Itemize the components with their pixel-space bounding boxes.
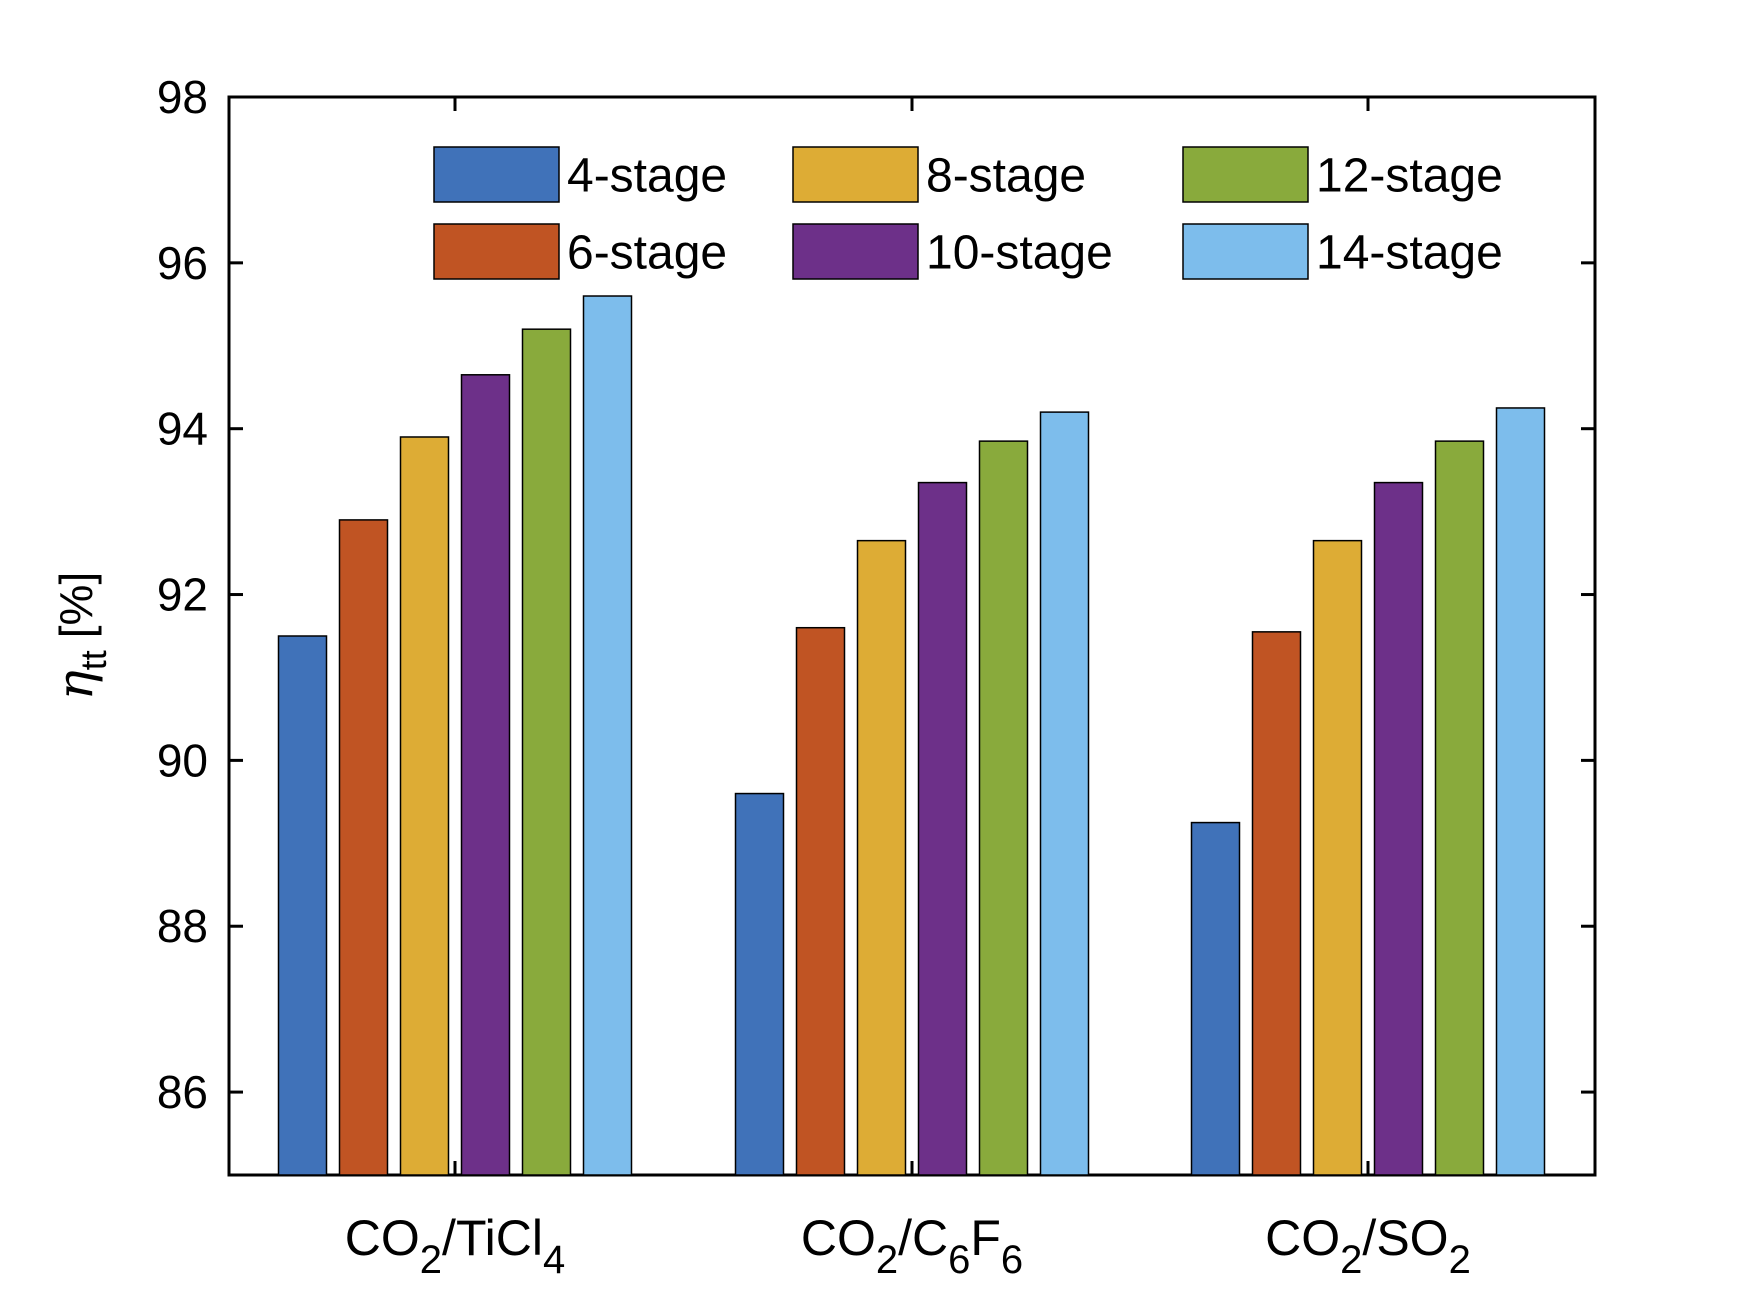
legend-label-14-stage: 14-stage [1316,227,1503,280]
bar-8-stage-3 [1312,539,1363,1176]
bars-group [277,295,1546,1176]
legend-label-10-stage: 10-stage [926,227,1113,280]
y-axis-label: ηtt [%] [46,572,114,700]
y-tick-label: 90 [157,734,208,786]
bar-14-stage-1 [582,295,633,1176]
bar-8-stage-1 [399,436,450,1176]
bar-12-stage-3 [1434,440,1485,1176]
bar-4-stage-1 [277,635,328,1176]
legend-swatch-14-stage [1182,223,1309,280]
bar-14-stage-2 [1039,411,1090,1176]
legend-swatch-4-stage [433,146,560,203]
y-axis-symbol: η [46,670,104,700]
bar-10-stage-3 [1373,481,1424,1176]
legend-swatch-6-stage [433,223,560,280]
bar-8-stage-2 [856,539,907,1176]
category-label-3: CO2/SO2 [1265,1210,1471,1282]
category-labels: CO2/TiCl4 CO2/C6F6 CO2/SO2 [345,1210,1471,1282]
y-tick-label: 94 [157,403,208,455]
bar-6-stage-1 [338,519,389,1176]
bar-4-stage-2 [734,792,785,1176]
y-tick-label: 88 [157,900,208,952]
legend-label-4-stage: 4-stage [567,150,727,203]
bar-14-stage-3 [1495,407,1546,1176]
legend-swatch-10-stage [792,223,919,280]
category-label-1: CO2/TiCl4 [345,1210,565,1282]
legend: 4-stage 6-stage 8-stage 10-stage 12-stage 14-… [433,146,1503,280]
bar-10-stage-2 [917,481,968,1176]
legend-label-12-stage: 12-stage [1316,150,1503,203]
bar-12-stage-2 [978,440,1029,1176]
y-tick-label: 98 [157,71,208,123]
bar-10-stage-1 [460,374,511,1176]
legend-label-8-stage: 8-stage [926,150,1086,203]
category-label-2: CO2/C6F6 [801,1210,1023,1282]
bar-4-stage-3 [1190,821,1241,1176]
y-axis-subscript: tt [73,650,114,670]
y-axis-unit: [%] [50,572,102,638]
bar-6-stage-2 [795,626,846,1176]
bar-12-stage-1 [521,328,572,1176]
legend-label-6-stage: 6-stage [567,227,727,280]
y-tick-label: 86 [157,1066,208,1118]
y-tick-label: 92 [157,569,208,621]
legend-swatch-8-stage [792,146,919,203]
bar-6-stage-3 [1251,631,1302,1176]
legend-swatch-12-stage [1182,146,1309,203]
ticks-group: 86 88 90 92 94 96 98 [157,71,1595,1175]
svg-text:ηtt[%]: ηtt [%] [46,572,114,700]
y-tick-label: 96 [157,237,208,289]
